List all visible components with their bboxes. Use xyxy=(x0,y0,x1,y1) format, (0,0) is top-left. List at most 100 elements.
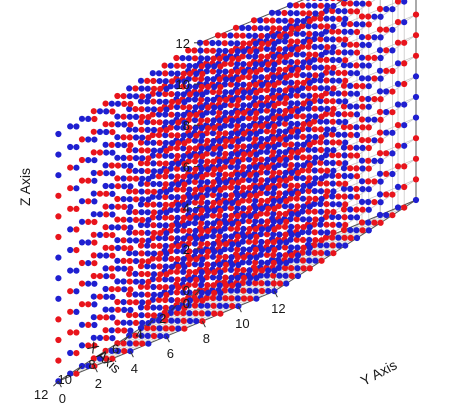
data-point xyxy=(210,117,217,124)
data-point xyxy=(139,319,146,327)
data-point xyxy=(198,117,205,124)
data-point xyxy=(199,173,206,181)
data-point xyxy=(209,274,217,281)
data-point xyxy=(377,137,384,144)
data-point xyxy=(132,113,140,120)
data-point xyxy=(276,128,283,135)
data-point xyxy=(67,267,74,274)
data-point xyxy=(294,46,302,53)
data-point xyxy=(145,237,152,244)
data-point xyxy=(276,53,284,61)
data-point xyxy=(245,135,253,142)
data-point xyxy=(365,144,372,152)
data-point xyxy=(181,99,188,106)
data-point xyxy=(229,55,236,63)
data-point xyxy=(317,97,324,105)
data-point xyxy=(340,185,348,192)
data-point xyxy=(300,244,307,251)
data-point xyxy=(300,38,307,45)
data-point xyxy=(103,108,110,115)
data-point xyxy=(209,212,217,219)
data-point xyxy=(341,172,348,180)
data-point xyxy=(347,165,354,172)
data-point xyxy=(126,250,133,257)
data-point xyxy=(288,79,295,86)
y-tick-label: 2 xyxy=(95,376,102,391)
data-point xyxy=(222,199,230,207)
data-point xyxy=(204,302,211,309)
data-point xyxy=(323,201,330,208)
data-point xyxy=(108,203,115,210)
y-tick-mark xyxy=(273,290,278,298)
data-point xyxy=(180,165,187,172)
data-point xyxy=(222,68,229,75)
data-point xyxy=(181,263,188,270)
data-point xyxy=(127,286,134,293)
data-point xyxy=(234,130,241,137)
x-tick-mark xyxy=(76,365,83,372)
data-point xyxy=(162,119,169,126)
data-point xyxy=(353,0,360,7)
data-point xyxy=(132,106,139,113)
data-point xyxy=(317,229,325,236)
data-point xyxy=(145,278,152,285)
data-point xyxy=(199,194,206,201)
data-point xyxy=(126,93,133,100)
data-point xyxy=(162,284,169,291)
data-point xyxy=(85,280,92,287)
data-point xyxy=(270,197,277,205)
data-point xyxy=(126,229,133,236)
data-point xyxy=(180,214,187,221)
data-point xyxy=(258,102,266,109)
data-point xyxy=(282,25,289,32)
data-point xyxy=(103,273,110,280)
data-point xyxy=(126,126,133,133)
data-point xyxy=(342,139,349,146)
data-point xyxy=(144,242,151,249)
data-point xyxy=(121,245,128,252)
data-point xyxy=(283,33,290,40)
data-point xyxy=(365,21,372,28)
data-point xyxy=(114,141,122,149)
data-point xyxy=(132,85,139,92)
data-point xyxy=(137,139,145,146)
data-point xyxy=(162,263,169,270)
data-point xyxy=(186,70,194,77)
data-point xyxy=(329,201,336,208)
data-point xyxy=(114,154,121,161)
data-point xyxy=(90,314,97,321)
data-point xyxy=(150,180,157,188)
data-point xyxy=(371,75,378,82)
data-point xyxy=(168,98,176,105)
data-point xyxy=(394,101,402,108)
data-point xyxy=(102,327,109,334)
data-point xyxy=(108,183,115,190)
data-point xyxy=(227,60,235,67)
data-point xyxy=(90,190,97,197)
data-point xyxy=(186,268,193,276)
data-point xyxy=(186,276,194,283)
data-point xyxy=(312,10,319,17)
data-point xyxy=(222,274,229,281)
data-point xyxy=(264,74,271,81)
data-point xyxy=(240,61,247,68)
data-point xyxy=(252,205,259,212)
data-point xyxy=(353,124,360,131)
data-point xyxy=(270,231,277,238)
data-point xyxy=(209,88,217,96)
data-point xyxy=(282,231,289,238)
data-point xyxy=(198,207,205,214)
data-point xyxy=(323,118,330,125)
data-point xyxy=(281,17,289,24)
data-point xyxy=(371,96,378,103)
data-point xyxy=(180,256,187,263)
data-point xyxy=(288,17,295,24)
data-point xyxy=(311,188,318,195)
data-point xyxy=(305,229,312,236)
data-point xyxy=(276,115,284,122)
data-point xyxy=(377,199,384,206)
data-point xyxy=(227,205,235,212)
data-point xyxy=(282,149,289,156)
data-point xyxy=(329,172,336,179)
